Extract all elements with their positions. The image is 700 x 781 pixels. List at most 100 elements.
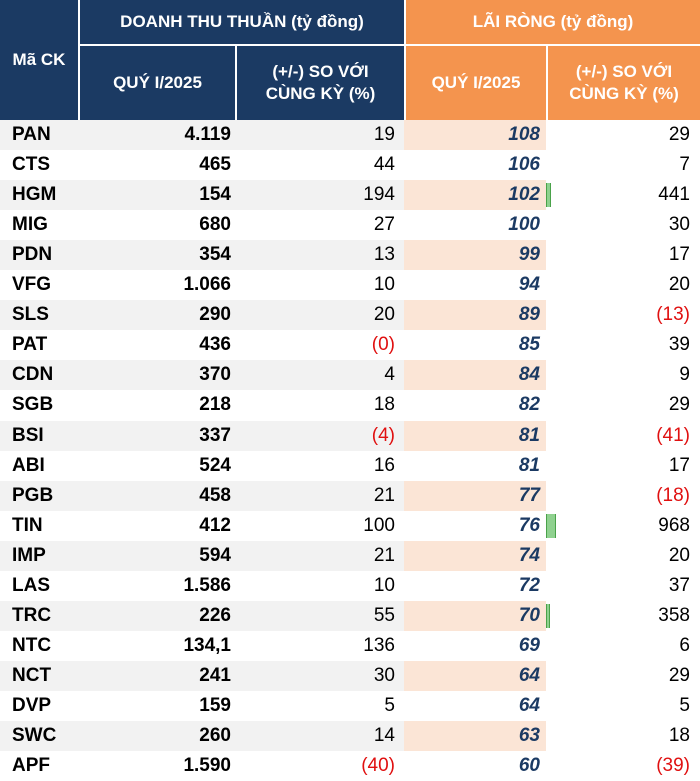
profit-change-cell: 17 bbox=[668, 454, 690, 476]
ticker-cell: SWC bbox=[12, 725, 57, 746]
revenue-change-cell: 100 bbox=[363, 514, 395, 536]
header-profit-change: (+/-) SO VỚI CÙNG KỲ (%) bbox=[548, 46, 700, 120]
revenue-cell: 594 bbox=[199, 544, 231, 566]
profit-change-cell: 30 bbox=[668, 214, 690, 236]
profit-cell: 77 bbox=[518, 484, 540, 506]
ticker-cell: PAN bbox=[12, 124, 51, 145]
profit-cell: 63 bbox=[518, 725, 540, 746]
profit-change-cell: 9 bbox=[679, 364, 690, 386]
revenue-cell: 290 bbox=[199, 304, 231, 326]
header-profit-quarter: QUÝ I/2025 bbox=[406, 46, 546, 120]
ticker-cell: NCT bbox=[12, 664, 52, 686]
table-row: BSI 337 (4) 81 (41) bbox=[0, 420, 700, 451]
revenue-cell: 412 bbox=[199, 514, 231, 536]
profit-cell: 64 bbox=[518, 664, 540, 686]
revenue-change-cell: 27 bbox=[373, 214, 395, 236]
ticker-cell: BSI bbox=[12, 424, 44, 446]
table-row: LAS 1.586 10 72 37 bbox=[0, 571, 700, 601]
profit-cell: 60 bbox=[518, 755, 540, 777]
ticker-cell: PGB bbox=[12, 484, 54, 506]
profit-change-cell: 20 bbox=[668, 274, 690, 296]
ticker-cell: MIG bbox=[12, 214, 48, 236]
table-row: TRC 226 55 70 358 bbox=[0, 600, 700, 631]
profit-cell: 99 bbox=[518, 244, 540, 266]
table-row: NCT 241 30 64 29 bbox=[0, 660, 700, 691]
revenue-change-cell: 44 bbox=[373, 154, 395, 176]
table-row: HGM 154 194 102 441 bbox=[0, 180, 700, 211]
revenue-change-cell: 194 bbox=[363, 184, 395, 206]
revenue-change-cell: 16 bbox=[373, 454, 395, 476]
revenue-change-cell: 14 bbox=[373, 725, 395, 746]
table-row: ABI 524 16 81 17 bbox=[0, 451, 700, 481]
profit-cell: 72 bbox=[518, 574, 540, 596]
header-profit-group: LÃI RÒNG (tỷ đồng) bbox=[406, 0, 700, 44]
ticker-cell: IMP bbox=[12, 544, 46, 566]
table-row: MIG 680 27 100 30 bbox=[0, 210, 700, 240]
ticker-cell: ABI bbox=[12, 454, 45, 476]
table-row: PGB 458 21 77 (18) bbox=[0, 480, 700, 511]
profit-cell: 69 bbox=[518, 634, 540, 656]
revenue-cell: 680 bbox=[199, 214, 231, 236]
header-revenue-change-line2: CÙNG KỲ (%) bbox=[265, 84, 376, 103]
revenue-change-cell: 5 bbox=[384, 694, 395, 716]
profit-cell: 76 bbox=[518, 514, 540, 536]
profit-cell: 106 bbox=[508, 154, 540, 176]
ticker-cell: LAS bbox=[12, 574, 50, 596]
revenue-change-cell: (40) bbox=[361, 755, 395, 777]
header-revenue-change-line1: (+/-) SO VỚI bbox=[272, 62, 369, 81]
header-profit-change-line1: (+/-) SO VỚI bbox=[575, 62, 673, 81]
header-revenue-quarter: QUÝ I/2025 bbox=[80, 46, 235, 120]
revenue-cell: 370 bbox=[199, 364, 231, 386]
header-profit-change-line2: CÙNG KỲ (%) bbox=[569, 84, 679, 103]
ticker-cell: PDN bbox=[12, 244, 53, 266]
revenue-cell: 159 bbox=[199, 694, 231, 716]
ticker-cell: APF bbox=[12, 755, 50, 777]
ticker-cell: SLS bbox=[12, 304, 49, 326]
revenue-cell: 337 bbox=[199, 424, 231, 446]
revenue-change-cell: 20 bbox=[373, 304, 395, 326]
revenue-change-cell: 18 bbox=[373, 394, 395, 416]
ticker-cell: VFG bbox=[12, 274, 52, 296]
profit-change-cell: 18 bbox=[668, 725, 690, 746]
header-ticker: Mã CK bbox=[0, 0, 78, 120]
table-row: CDN 370 4 84 9 bbox=[0, 360, 700, 391]
profit-change-cell: 37 bbox=[668, 574, 690, 596]
profit-change-cell: (41) bbox=[656, 424, 690, 446]
ticker-cell: DVP bbox=[12, 694, 52, 716]
profit-cell: 74 bbox=[518, 544, 540, 566]
revenue-cell: 436 bbox=[199, 334, 231, 356]
ticker-cell: NTC bbox=[12, 634, 52, 656]
profit-change-cell: 6 bbox=[679, 634, 690, 656]
profit-cell: 64 bbox=[518, 694, 540, 716]
revenue-change-cell: 21 bbox=[373, 544, 395, 566]
profit-change-cell: 29 bbox=[668, 394, 690, 416]
table-row: TIN 412 100 76 968 bbox=[0, 511, 700, 541]
profit-cell: 84 bbox=[518, 364, 540, 386]
profit-cell: 108 bbox=[508, 124, 540, 145]
revenue-cell: 154 bbox=[199, 184, 231, 206]
profit-cell: 89 bbox=[518, 304, 540, 326]
revenue-cell: 465 bbox=[199, 154, 231, 176]
revenue-change-cell: 10 bbox=[373, 574, 395, 596]
profit-change-cell: 7 bbox=[679, 154, 690, 176]
table-row: PAN 4.119 19 108 29 bbox=[0, 120, 700, 150]
table-row: PDN 354 13 99 17 bbox=[0, 240, 700, 271]
profit-change-cell: 441 bbox=[658, 184, 690, 206]
profit-change-cell: 17 bbox=[668, 244, 690, 266]
table-row: PAT 436 (0) 85 39 bbox=[0, 330, 700, 360]
profit-change-cell: (18) bbox=[656, 484, 690, 506]
revenue-cell: 218 bbox=[199, 394, 231, 416]
table-row: APF 1.590 (40) 60 (39) bbox=[0, 751, 700, 781]
profit-cell: 81 bbox=[518, 424, 540, 446]
ticker-cell: PAT bbox=[12, 334, 48, 356]
profit-cell: 82 bbox=[518, 394, 540, 416]
profit-change-cell: (39) bbox=[656, 755, 690, 777]
revenue-cell: 134,1 bbox=[183, 634, 231, 656]
ticker-cell: SGB bbox=[12, 394, 54, 416]
revenue-change-cell: 55 bbox=[373, 604, 395, 626]
revenue-change-cell: 21 bbox=[373, 484, 395, 506]
profit-cell: 70 bbox=[518, 604, 540, 626]
profit-change-cell: 29 bbox=[668, 664, 690, 686]
revenue-cell: 1.586 bbox=[183, 574, 231, 596]
revenue-cell: 4.119 bbox=[184, 124, 232, 145]
